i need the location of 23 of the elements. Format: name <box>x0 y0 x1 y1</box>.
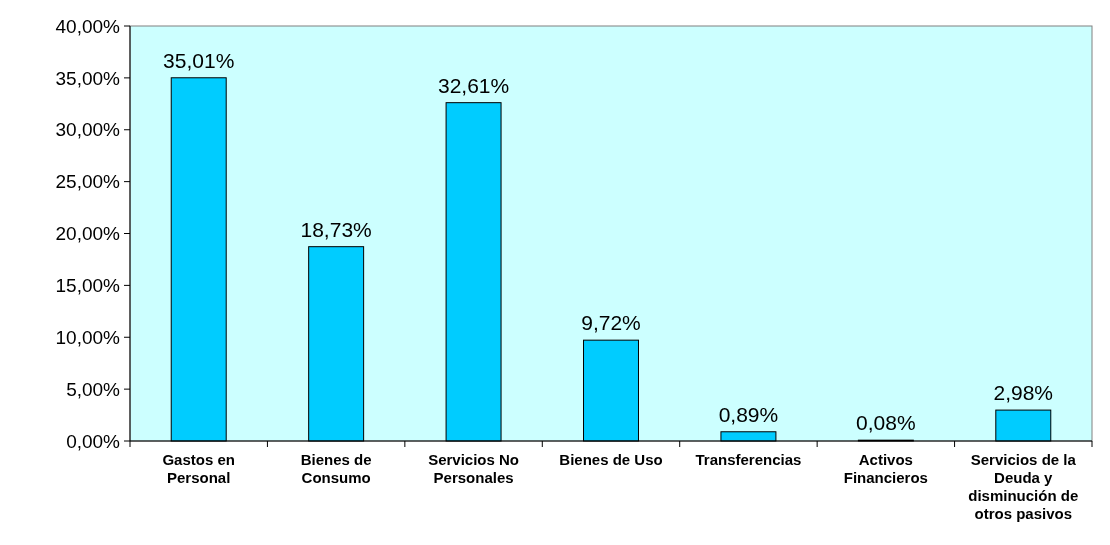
x-tick-label: Gastos en Personal <box>162 451 235 486</box>
data-label: 2,98% <box>993 381 1054 405</box>
y-tick-label: 30,00% <box>55 119 121 141</box>
x-tick-label: Bienes de Uso <box>559 451 663 468</box>
y-tick-label: 20,00% <box>55 223 121 245</box>
data-label: 9,72% <box>581 311 641 335</box>
y-tick-label: 10,00% <box>55 326 121 348</box>
data-label: 18,73% <box>300 217 372 241</box>
x-tick-label: Servicios de la Deuda y disminución de otros pasivos <box>968 451 1079 522</box>
y-tick-label: 40,00% <box>55 15 121 37</box>
x-tick-label: Transferencias <box>695 451 802 468</box>
data-label: 32,61% <box>437 73 510 97</box>
x-tick-label: Servicios No Personales <box>428 451 520 486</box>
y-tick-label: 35,00% <box>55 67 121 89</box>
x-tick-label: Activos Financieros <box>843 451 928 486</box>
data-label: 0,89% <box>718 402 779 426</box>
y-tick-label: 15,00% <box>55 275 121 297</box>
y-tick-label: 5,00% <box>66 378 121 400</box>
x-tick-label: Bienes de Consumo <box>300 451 372 486</box>
data-label: 35,01% <box>163 48 235 72</box>
data-label: 0,08% <box>856 411 916 435</box>
y-tick-label: 0,00% <box>66 430 121 452</box>
y-tick-label: 25,00% <box>55 171 121 193</box>
